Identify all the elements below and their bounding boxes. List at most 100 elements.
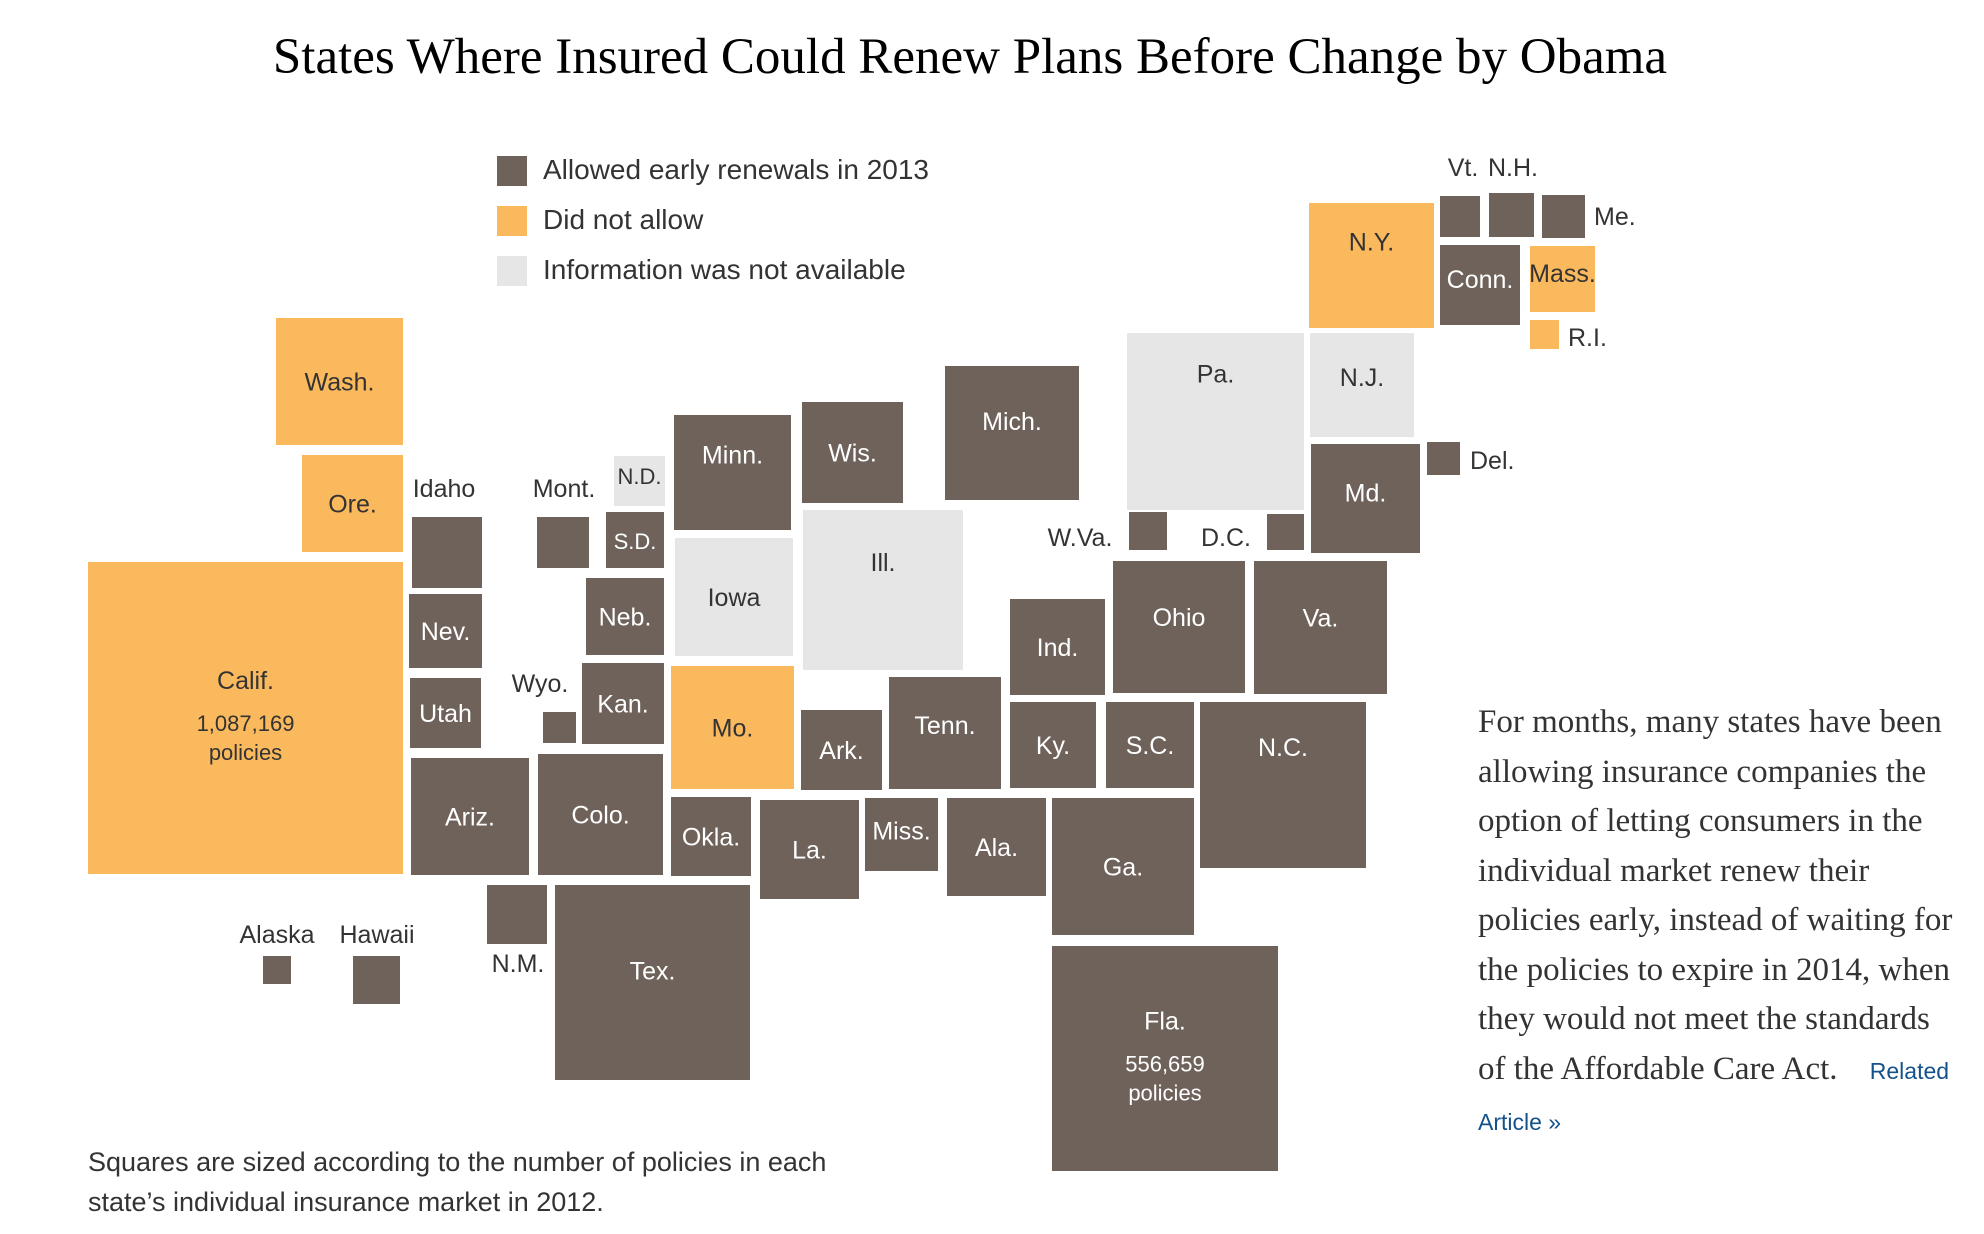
state-label-kan: Kan. [597,691,648,719]
state-tile-ore[interactable] [302,455,403,552]
legend-label: Allowed early renewals in 2013 [543,154,929,185]
state-tile-conn[interactable] [1440,245,1520,325]
state-label-wash: Wash. [305,369,375,397]
state-tile-w-va[interactable] [1129,512,1167,550]
state-tile-s-c[interactable] [1106,702,1194,788]
state-label-ala: Ala. [975,834,1018,862]
legend-swatch-allowed [497,156,527,186]
state-tile-nev[interactable] [409,594,482,668]
state-policies-calif: 1,087,169 [197,711,295,736]
state-label-fla: Fla. [1144,1008,1186,1036]
state-tile-pa[interactable] [1127,333,1304,510]
state-label-minn: Minn. [702,442,763,470]
state-tile-r-i[interactable] [1530,320,1559,349]
state-label-ariz: Ariz. [445,804,495,832]
related-article-link[interactable]: Related Article » [1478,1057,1950,1136]
state-tile-ohio[interactable] [1113,561,1245,693]
state-tile-hawaii[interactable] [353,956,400,1004]
state-tile-iowa[interactable] [675,538,793,656]
state-tile-tex[interactable] [555,885,750,1080]
state-tile-mich[interactable] [945,366,1079,500]
state-label-va: Va. [1303,605,1339,633]
state-label-nev: Nev. [421,618,471,646]
state-label-neb: Neb. [599,604,652,632]
state-tile-s-d[interactable] [606,512,664,568]
state-label-idaho: Idaho [413,475,476,503]
state-label-utah: Utah [419,700,472,728]
state-tile-n-h[interactable] [1489,193,1534,237]
state-tile-ky[interactable] [1010,702,1096,788]
state-policies-label-fla: policies [1128,1081,1201,1106]
state-tile-calif[interactable] [88,562,403,874]
state-tile-vt[interactable] [1440,196,1480,237]
state-tile-fla[interactable] [1052,946,1278,1171]
state-tile-mont[interactable] [537,517,589,568]
state-tile-minn[interactable] [674,415,791,530]
legend-label: Information was not available [543,254,906,285]
state-tile-n-j[interactable] [1310,333,1414,437]
state-label-mo: Mo. [712,715,754,743]
state-label-ore: Ore. [328,491,377,519]
article-blurb: For months, many states have been allowi… [1478,698,1958,1148]
state-tile-utah[interactable] [410,678,481,748]
state-label-mich: Mich. [982,408,1042,436]
state-tile-me[interactable] [1542,195,1585,238]
state-tile-mass[interactable] [1530,246,1595,312]
state-tile-tenn[interactable] [889,677,1001,789]
state-label-ill: Ill. [871,549,896,577]
state-tile-ariz[interactable] [411,758,529,875]
state-tile-n-m[interactable] [487,885,547,944]
state-label-hawaii: Hawaii [339,921,414,949]
state-label-iowa: Iowa [708,584,761,612]
state-policies-label-calif: policies [209,740,282,765]
state-tile-colo[interactable] [538,754,663,875]
state-tile-ark[interactable] [801,710,882,790]
state-label-mass: Mass. [1529,260,1596,288]
state-label-n-j: N.J. [1340,364,1384,392]
size-note: Squares are sized according to the numbe… [88,1147,827,1217]
state-tile-n-d[interactable] [614,456,665,506]
state-tile-va[interactable] [1254,561,1387,694]
state-label-n-c: N.C. [1258,734,1308,762]
state-label-n-h: N.H. [1488,154,1538,182]
state-label-s-c: S.C. [1126,732,1175,760]
state-tile-ill[interactable] [803,510,963,670]
state-tile-wash[interactable] [276,318,403,445]
state-label-d-c: D.C. [1201,524,1251,552]
state-label-alaska: Alaska [239,921,314,949]
state-tile-d-c[interactable] [1267,514,1304,550]
state-label-ind: Ind. [1037,634,1079,662]
state-tile-la[interactable] [760,800,859,899]
state-tile-md[interactable] [1311,444,1420,553]
state-label-miss: Miss. [872,818,930,846]
state-tile-mo[interactable] [671,666,794,789]
state-tile-del[interactable] [1427,442,1460,475]
legend-swatch-not-available [497,256,527,286]
state-tile-n-c[interactable] [1200,702,1366,868]
state-tile-idaho[interactable] [412,517,482,588]
state-tile-miss[interactable] [865,798,938,871]
state-label-tex: Tex. [630,958,676,986]
state-tile-okla[interactable] [671,797,751,876]
state-tile-ind[interactable] [1010,599,1105,695]
state-label-w-va: W.Va. [1048,524,1113,552]
state-tile-ga[interactable] [1052,798,1194,935]
map-title: States Where Insured Could Renew Plans B… [272,29,1668,85]
state-label-me: Me. [1594,203,1636,231]
legend-label: Did not allow [543,204,704,235]
state-tile-kan[interactable] [582,663,664,744]
state-label-wyo: Wyo. [512,670,569,698]
state-label-okla: Okla. [682,824,740,852]
state-tile-alaska[interactable] [263,956,291,984]
state-tile-wis[interactable] [802,402,903,503]
state-label-tenn: Tenn. [914,712,975,740]
state-tile-wyo[interactable] [543,712,576,743]
state-label-calif: Calif. [217,667,274,695]
state-tile-ala[interactable] [947,798,1046,896]
state-tile-n-y[interactable] [1309,203,1434,328]
state-tile-neb[interactable] [586,578,664,655]
state-label-md: Md. [1345,480,1387,508]
state-label-ohio: Ohio [1153,604,1206,632]
state-label-n-y: N.Y. [1349,229,1394,257]
